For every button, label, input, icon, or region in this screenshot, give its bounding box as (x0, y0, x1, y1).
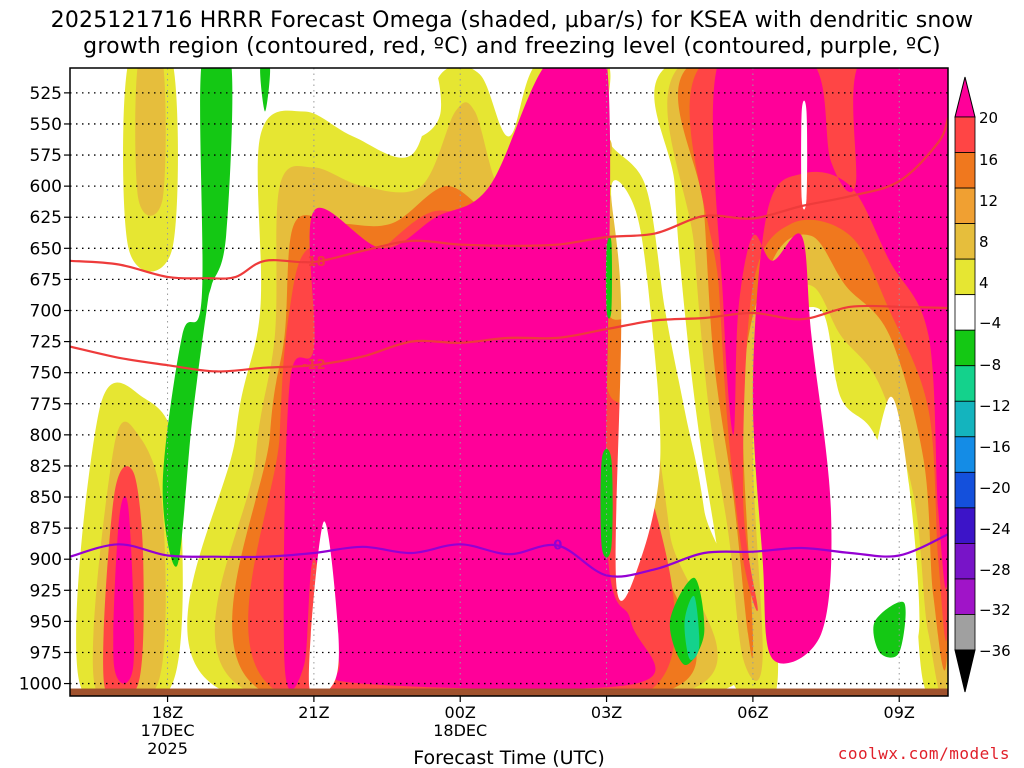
colorbar-swatch-violet (954, 543, 976, 580)
colorbar-bottom-arrow (954, 649, 976, 693)
contour-lines: -18 -12 0 (70, 117, 948, 578)
chart-title-line1: 2025121716 HRRR Forecast Omega (shaded, … (50, 8, 974, 33)
colorbar-swatch-gray (954, 614, 976, 651)
x-tick-year-18Z: 2025 (147, 739, 188, 758)
omega-region-green-6 (162, 68, 233, 567)
contour-label-freezing_level: 0 (553, 539, 562, 554)
colorbar-swatch-sky_blue (954, 436, 976, 473)
x-tick-label-06Z: 06Z (737, 703, 768, 722)
x-tick-date-18Z: 17DEC (141, 721, 195, 740)
x-tick-label-03Z: 03Z (591, 703, 622, 722)
y-tick-label-775: 775 (30, 395, 62, 415)
plot-border (69, 67, 949, 697)
colorbar-swatch-red (954, 116, 976, 153)
colorbar-label-7: −12 (979, 397, 1011, 415)
y-tick-label-900: 900 (30, 550, 62, 570)
omega-region-gold-1 (135, 68, 166, 216)
colorbar-swatch-green (954, 329, 976, 367)
colorbar-label-6: −8 (979, 356, 1001, 374)
omega-region-magenta-11 (283, 68, 656, 691)
colorbar-swatch-orange (954, 187, 976, 224)
y-tick-label-950: 950 (30, 612, 62, 632)
chart-title-line2: growth region (contoured, red, ºC) and f… (83, 34, 941, 59)
y-tick-label-1000: 1000 (19, 675, 62, 695)
x-tick-label-09Z: 09Z (884, 703, 915, 722)
colorbar-label-4: 4 (979, 274, 989, 292)
colorbar-label-9: −20 (979, 479, 1011, 497)
colorbar: 20 16 12 8 4 −4 −8 −12 −16 −20 −24 −28 −32 −36 (954, 76, 1011, 693)
omega-region-white-23 (801, 100, 808, 210)
y-tick-label-875: 875 (30, 519, 62, 539)
y-tick-label-575: 575 (30, 146, 62, 166)
colorbar-top-arrow (954, 76, 976, 118)
y-tick-label-525: 525 (30, 84, 62, 104)
colorbar-label-5: −4 (979, 314, 1001, 332)
omega-region-green-27 (873, 601, 906, 658)
colorbar-label-1: 16 (979, 151, 998, 169)
y-tick-label-925: 925 (30, 581, 62, 601)
omega-region-magenta-5 (113, 496, 135, 684)
colorbar-swatch-gold (954, 223, 976, 260)
source-credit: coolwx.com/models (837, 744, 1010, 763)
colorbar-swatch-dark_blue (954, 507, 976, 544)
x-tick-date-00Z: 18DEC (433, 721, 487, 740)
contour-dgz_top (70, 117, 948, 280)
chart-title: 2025121716 HRRR Forecast Omega (shaded, … (0, 8, 1024, 60)
ground (70, 688, 948, 696)
omega-region-teal_green-26 (684, 595, 700, 660)
plot-frame (69, 67, 949, 697)
omega-region-green-15 (260, 68, 271, 112)
y-tick-label-550: 550 (30, 115, 62, 135)
y-tick-label-975: 975 (30, 643, 62, 663)
colorbar-label-10: −24 (979, 520, 1011, 538)
colorbar-label-8: −16 (979, 438, 1011, 456)
colorbar-label-11: −28 (979, 561, 1011, 579)
contour-dgz_bottom (70, 304, 948, 373)
colorbar-swatch-teal (954, 400, 976, 438)
y-tick-label-700: 700 (30, 301, 62, 321)
colorbar-label-3: 8 (979, 233, 989, 251)
colorbar-label-2: 12 (979, 192, 998, 210)
contour-label-dgz_bottom: -12 (302, 358, 326, 373)
y-tick-label-675: 675 (30, 270, 62, 290)
colorbar-swatch-white (954, 294, 976, 331)
omega-region-magenta-22 (712, 68, 948, 664)
ground-strip (70, 688, 948, 696)
colorbar-swatch-teal_green (954, 365, 976, 402)
colorbar-swatch-yellow (954, 258, 976, 296)
y-tick-label-850: 850 (30, 488, 62, 508)
colorbar-label-12: −32 (979, 601, 1011, 619)
omega-shading (76, 68, 948, 696)
x-tick-label-21Z: 21Z (298, 703, 329, 722)
x-axis-label: Forecast Time (UTC) (413, 747, 604, 768)
y-tick-label-725: 725 (30, 333, 62, 353)
y-tick-label-800: 800 (30, 426, 62, 446)
omega-region-white-14 (611, 180, 661, 601)
colorbar-label-0: 20 (979, 109, 998, 127)
y-tick-label-600: 600 (30, 177, 62, 197)
gridlines (70, 68, 948, 696)
omega-region-white-24 (865, 396, 920, 641)
omega-region-white-12 (367, 68, 442, 140)
y-tick-label-650: 650 (30, 239, 62, 259)
x-tick-label-00Z: 00Z (445, 703, 476, 722)
contour-label-dgz_top: -18 (302, 255, 326, 270)
y-axis-ticks: 525 550 575 600 625 650 675 700 725 750 775 800 825 8… (19, 84, 70, 695)
omega-region-green-16 (605, 236, 612, 319)
colorbar-swatch-purple (954, 578, 976, 615)
x-tick-label-18Z: 18Z (152, 703, 183, 722)
y-tick-label-625: 625 (30, 208, 62, 228)
colorbar-swatch-dark_orange (954, 152, 976, 189)
contour-freezing_level (70, 533, 948, 578)
y-tick-label-750: 750 (30, 364, 62, 384)
colorbar-label-13: −36 (979, 642, 1011, 660)
colorbar-swatch-blue (954, 471, 976, 509)
y-tick-label-825: 825 (30, 457, 62, 477)
